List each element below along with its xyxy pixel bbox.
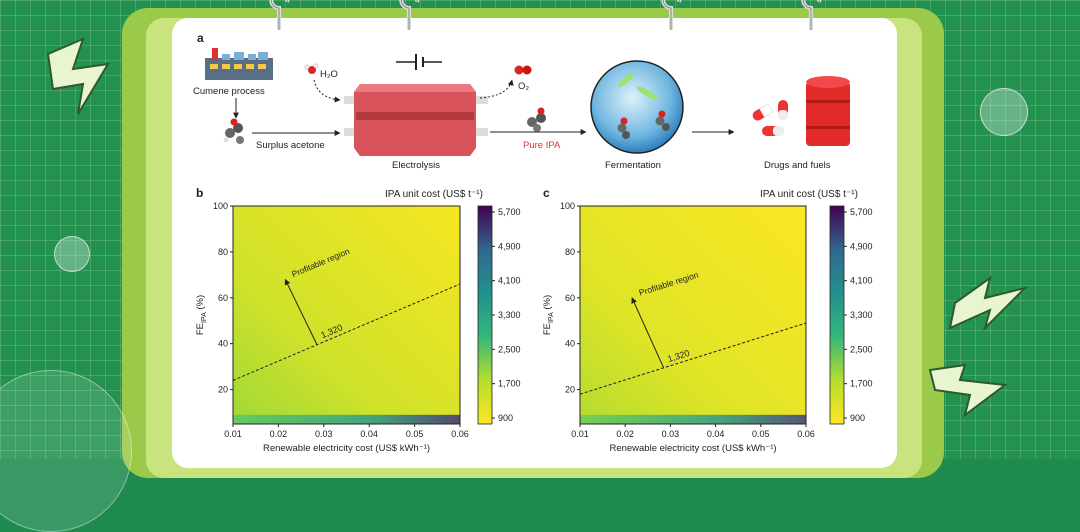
acetone-molecule-icon (223, 118, 244, 144)
y-tick-label: 20 (565, 385, 575, 395)
colorbar (829, 205, 845, 425)
panel-letter: b (196, 186, 203, 200)
x-tick-label: 0.04 (707, 429, 725, 439)
colorbar-tick-label: 900 (498, 413, 513, 423)
figure-canvas: a Cumene process Surplus acetone H₂O (193, 31, 873, 454)
y-tick-label: 40 (565, 339, 575, 349)
bubble-decoration (54, 236, 90, 272)
x-tick-label: 0.01 (571, 429, 589, 439)
panel-letter: c (543, 186, 550, 200)
colorbar (477, 205, 493, 425)
water-label: H₂O (320, 69, 338, 80)
colorbar-tick-label: 3,300 (850, 310, 873, 320)
x-tick-label: 0.05 (406, 429, 424, 439)
cumene-process-label: Cumene process (193, 86, 265, 97)
y-tick-label: 40 (218, 339, 228, 349)
colorbar-tick-label: 5,700 (498, 207, 521, 217)
colorbar-tick-label: 5,700 (850, 207, 873, 217)
bubble-decoration (980, 88, 1028, 136)
y-tick-label: 60 (565, 293, 575, 303)
factory-icon (205, 48, 273, 80)
heatmap-field (233, 206, 460, 424)
water-molecule-icon (304, 63, 319, 74)
fuel-barrel-icon (806, 76, 850, 146)
binder-ring-icon (269, 0, 290, 30)
heatmap-field (580, 206, 806, 424)
colorbar-title: IPA unit cost (US$ t⁻¹) (760, 189, 858, 200)
profitable-region-arrow (631, 297, 665, 369)
x-tick-label: 0.03 (662, 429, 680, 439)
y-tick-label: 80 (218, 247, 228, 257)
colorbar-tick-label: 2,500 (498, 344, 521, 354)
x-tick-label: 0.02 (616, 429, 634, 439)
y-tick-label: 100 (560, 201, 575, 211)
plot-frame (232, 205, 461, 425)
lightning-bolt-icon (928, 363, 1008, 418)
x-tick-label: 0.06 (797, 429, 815, 439)
colorbar-tick-label: 1,700 (850, 379, 873, 389)
ipa-molecule-icon (527, 107, 546, 132)
y-tick-label: 60 (218, 293, 228, 303)
colorbar-tick-label: 4,900 (850, 241, 873, 251)
plot-frame (579, 205, 807, 425)
binder-ring-icon (801, 0, 822, 30)
colorbar-tick-label: 4,900 (498, 241, 521, 251)
y-axis-label: FEIPA (%) (542, 295, 555, 335)
power-source-icon (396, 54, 442, 70)
fermentation-icon (590, 60, 684, 154)
y-tick-label: 100 (213, 201, 228, 211)
contour-line-1320 (232, 283, 461, 381)
colorbar-tick-label: 2,500 (850, 344, 873, 354)
binder-ring-icon (399, 0, 420, 30)
heatmap-low-fe-band (580, 414, 806, 424)
x-axis-label: Renewable electricity cost (US$ kWh⁻¹) (609, 443, 776, 454)
heatmap-panel-b: b IPA unit cost (US$ t⁻¹)1,320Profitable … (195, 186, 521, 454)
electrolysis-label: Electrolysis (392, 160, 440, 171)
y-tick-label: 80 (565, 247, 575, 257)
lightning-bolt-icon (46, 37, 110, 115)
y-axis-label: FEIPA (%) (195, 295, 208, 335)
x-tick-label: 0.01 (224, 429, 242, 439)
lightning-bolt-icon (948, 275, 1029, 332)
dotted-arrow (313, 79, 341, 103)
x-tick-label: 0.05 (752, 429, 770, 439)
dotted-arrow (479, 79, 514, 99)
contour-line-1320 (579, 322, 807, 395)
y-tick-label: 20 (218, 385, 228, 395)
x-tick-label: 0.06 (451, 429, 469, 439)
colorbar-tick-label: 1,700 (498, 379, 521, 389)
panel-a-letter: a (197, 31, 204, 45)
colorbar-tick-label: 3,300 (498, 310, 521, 320)
oxygen-molecule-icon (514, 65, 532, 75)
electrolyzer-icon (344, 84, 488, 156)
profitable-region-arrow (284, 278, 318, 345)
binder-ring-icon (661, 0, 682, 30)
fermentation-label: Fermentation (605, 160, 661, 171)
colorbar-tick-label: 900 (850, 413, 865, 423)
oxygen-label: O₂ (518, 81, 529, 92)
surplus-acetone-label: Surplus acetone (256, 140, 325, 151)
colorbar-title: IPA unit cost (US$ t⁻¹) (385, 189, 483, 200)
pure-ipa-label: Pure IPA (523, 140, 561, 151)
x-tick-label: 0.04 (360, 429, 378, 439)
heatmap-low-fe-band (233, 414, 460, 424)
x-tick-label: 0.02 (270, 429, 288, 439)
capsules-icon (752, 100, 788, 136)
x-axis-label: Renewable electricity cost (US$ kWh⁻¹) (263, 443, 430, 454)
x-tick-label: 0.03 (315, 429, 333, 439)
drugs-and-fuels-label: Drugs and fuels (764, 160, 831, 171)
colorbar-tick-label: 4,100 (850, 276, 873, 286)
heatmap-panel-c: c IPA unit cost (US$ t⁻¹)1,320Profitable … (542, 186, 873, 454)
colorbar-tick-label: 4,100 (498, 276, 521, 286)
